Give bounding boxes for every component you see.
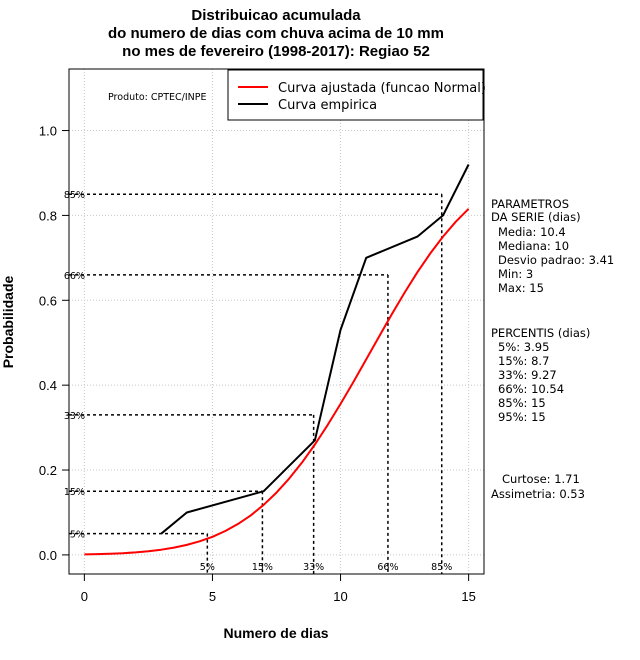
percentil-33: 33%: 9.27 — [498, 368, 557, 382]
kurtosis: Curtose: 1.71 — [502, 472, 580, 486]
percentil-15: 15%: 8.7 — [498, 354, 549, 368]
x-tick-label-1: 5 — [209, 589, 216, 604]
plot-frame — [68, 68, 485, 575]
y-tick-label-0: 0.0 — [39, 548, 57, 563]
parameter-median: Mediana: 10 — [498, 239, 569, 253]
legend-label-fitted: Curva ajustada (funcao Normal) — [278, 81, 486, 96]
percentile-x-label-0: 5% — [200, 562, 215, 573]
y-tick-label-1: 0.2 — [39, 463, 57, 478]
x-tick-label-0: 0 — [81, 589, 88, 604]
empirical-curve — [160, 164, 470, 535]
x-tick-label-2: 10 — [333, 589, 347, 604]
y-tick-label-5: 1.0 — [39, 124, 57, 139]
series-layer — [84, 164, 470, 556]
parameters-heading-2: DA SERIE (dias) — [491, 210, 581, 224]
chart-title-line-1: Distribuicao acumulada — [191, 7, 361, 24]
grid — [69, 69, 484, 574]
percentile-y-label-4: 85% — [64, 190, 85, 201]
parameter-mean: Media: 10.4 — [498, 225, 566, 239]
percentil-95: 95%: 15 — [498, 410, 546, 424]
x-tick-label-3: 15 — [461, 589, 475, 604]
parameters-panel: PARAMETROS DA SERIE (dias) Media: 10.4 M… — [491, 197, 614, 295]
legend-label-empirical: Curva empirica — [278, 98, 377, 113]
percentil-66: 66%: 10.54 — [498, 382, 564, 396]
chart-title-line-3: no mes de fevereiro (1998-2017): Regiao … — [122, 43, 430, 60]
parameter-min: Min: 3 — [498, 267, 533, 281]
percentile-y-label-1: 15% — [64, 487, 85, 498]
skewness: Assimetria: 0.53 — [491, 487, 585, 501]
parameters-heading-1: PARAMETROS — [491, 197, 569, 211]
percentile-x-label-2: 33% — [303, 562, 324, 573]
percentil-85: 85%: 15 — [498, 396, 546, 410]
percentile-x-label-1: 15% — [252, 562, 273, 573]
y-tick-label-2: 0.4 — [39, 378, 57, 393]
y-axis-label: Probabilidade — [0, 276, 16, 369]
legend-box — [227, 69, 484, 121]
product-label: Produto: CPTEC/INPE — [108, 92, 207, 103]
percentile-y-label-3: 66% — [64, 271, 85, 282]
y-tick-label-4: 0.8 — [39, 208, 57, 223]
legend: Curva ajustada (funcao Normal) Curva emp… — [227, 69, 486, 121]
percentile-y-label-0: 5% — [70, 530, 85, 541]
percentis-panel: PERCENTIS (dias) 5%: 3.95 15%: 8.7 33%: … — [491, 326, 590, 424]
y-tick-label-3: 0.6 — [39, 293, 57, 308]
x-axis-label: Numero de dias — [223, 625, 328, 641]
percentile-y-label-2: 33% — [64, 411, 85, 422]
fitted-normal-curve — [84, 208, 470, 556]
percentil-5: 5%: 3.95 — [498, 340, 549, 354]
parameter-stddev: Desvio padrao: 3.41 — [498, 253, 614, 267]
percentile-guides: 5% 5% 15% 15% 33% 33% 66% 66% 85% 85% — [64, 190, 452, 574]
shape-panel: Curtose: 1.71 Assimetria: 0.53 — [491, 472, 585, 501]
percentile-x-label-3: 66% — [377, 562, 398, 573]
chart-title-line-2: do numero de dias com chuva acima de 10 … — [108, 25, 444, 42]
percentis-heading: PERCENTIS (dias) — [491, 326, 590, 340]
parameter-max: Max: 15 — [498, 281, 544, 295]
percentile-x-label-4: 85% — [431, 562, 452, 573]
axes: 0 5 10 15 0.0 0.2 0.4 0.6 0.8 1.0 — [39, 124, 476, 604]
